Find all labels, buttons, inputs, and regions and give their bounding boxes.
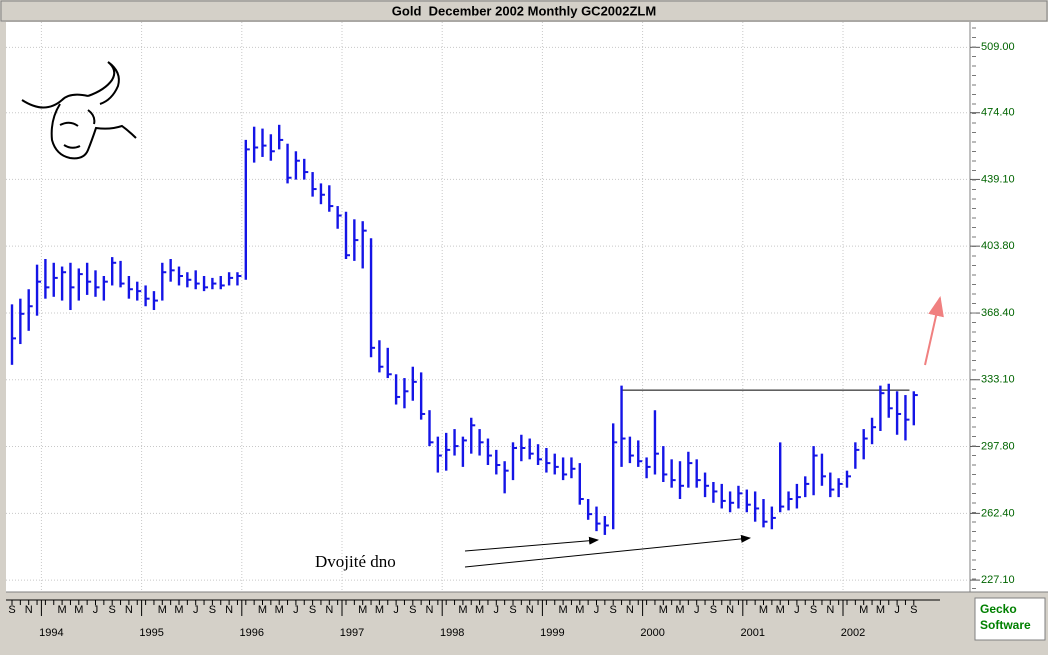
x-year-label: 1995 xyxy=(139,627,163,639)
x-month-label: N xyxy=(325,604,333,616)
y-tick-label: 509.00 xyxy=(981,41,1015,53)
x-month-label: S xyxy=(309,604,316,616)
face xyxy=(59,109,96,149)
x-month-label: J xyxy=(193,604,199,616)
horn-left xyxy=(21,93,89,109)
x-year-label: 2001 xyxy=(741,627,765,639)
x-month-label: M xyxy=(258,604,267,616)
x-month-label: N xyxy=(25,604,33,616)
x-month-label: M xyxy=(74,604,83,616)
chart-title: Gold December 2002 Monthly GC2002ZLM xyxy=(392,3,656,18)
x-month-label: N xyxy=(125,604,133,616)
x-month-label: J xyxy=(393,604,399,616)
x-month-label: J xyxy=(494,604,500,616)
x-month-label: M xyxy=(158,604,167,616)
x-month-label: M xyxy=(575,604,584,616)
x-month-label: M xyxy=(58,604,67,616)
x-month-label: J xyxy=(794,604,800,616)
x-month-label: M xyxy=(475,604,484,616)
y-tick-label: 227.10 xyxy=(981,574,1015,586)
x-month-label: S xyxy=(8,604,15,616)
arrow xyxy=(464,534,751,568)
x-month-label: M xyxy=(375,604,384,616)
x-month-label: M xyxy=(659,604,668,616)
y-tick-label: 403.80 xyxy=(981,240,1015,252)
y-tick-label: 333.10 xyxy=(981,374,1015,386)
x-month-label: N xyxy=(426,604,434,616)
x-month-label: S xyxy=(109,604,116,616)
horn-right xyxy=(87,61,120,105)
x-month-label: N xyxy=(726,604,734,616)
plot-area xyxy=(6,22,970,592)
head xyxy=(50,103,137,160)
x-month-label: N xyxy=(225,604,233,616)
x-month-label: N xyxy=(626,604,634,616)
brand-line: Gecko xyxy=(980,602,1017,616)
x-month-label: M xyxy=(275,604,284,616)
brand-box xyxy=(974,597,1046,641)
x-month-label: J xyxy=(694,604,700,616)
x-month-label: M xyxy=(458,604,467,616)
x-year-label: 1999 xyxy=(540,627,564,639)
trend-arrow xyxy=(924,296,944,366)
x-month-label: J xyxy=(293,604,299,616)
bull-logo xyxy=(21,61,137,160)
arrow xyxy=(464,536,599,552)
annotation: Dvojité dno xyxy=(315,552,396,571)
x-month-label: M xyxy=(358,604,367,616)
brand-line: Software xyxy=(980,618,1031,632)
x-month-label: M xyxy=(559,604,568,616)
y-tick-label: 297.80 xyxy=(981,440,1015,452)
y-tick-label: 474.40 xyxy=(981,107,1015,119)
x-month-label: S xyxy=(509,604,516,616)
x-month-label: N xyxy=(526,604,534,616)
x-month-label: M xyxy=(776,604,785,616)
x-year-label: 1994 xyxy=(39,627,63,639)
y-tick-label: 368.40 xyxy=(981,307,1015,319)
x-year-label: 1997 xyxy=(340,627,364,639)
x-year-label: 2000 xyxy=(640,627,664,639)
x-month-label: J xyxy=(594,604,600,616)
x-month-label: S xyxy=(810,604,817,616)
x-month-label: S xyxy=(209,604,216,616)
x-month-label: M xyxy=(675,604,684,616)
x-month-label: S xyxy=(710,604,717,616)
y-tick-label: 439.10 xyxy=(981,173,1015,185)
x-month-label: M xyxy=(876,604,885,616)
x-month-label: J xyxy=(93,604,99,616)
x-year-label: 2002 xyxy=(841,627,865,639)
y-axis-area xyxy=(970,22,1048,592)
x-month-label: N xyxy=(826,604,834,616)
x-month-label: M xyxy=(759,604,768,616)
x-year-label: 1996 xyxy=(240,627,264,639)
x-month-label: M xyxy=(859,604,868,616)
x-month-label: J xyxy=(894,604,900,616)
x-month-label: M xyxy=(174,604,183,616)
x-month-label: S xyxy=(409,604,416,616)
y-tick-label: 262.40 xyxy=(981,507,1015,519)
x-month-label: S xyxy=(910,604,917,616)
x-month-label: S xyxy=(610,604,617,616)
title-bar xyxy=(0,0,1048,22)
x-year-label: 1998 xyxy=(440,627,464,639)
